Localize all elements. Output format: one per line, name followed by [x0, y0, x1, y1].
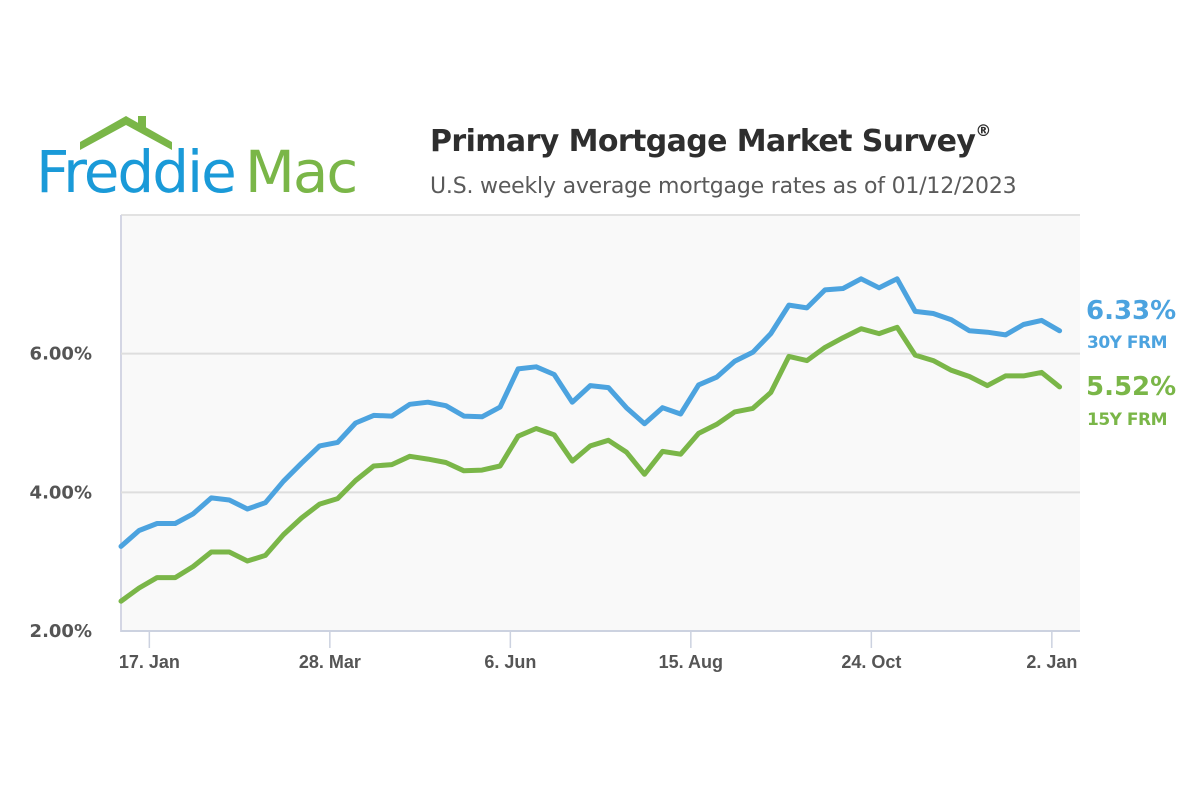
- logo-word-freddie: Freddie: [36, 138, 237, 206]
- series-line-30y-frm: [118, 276, 1063, 549]
- logo-word-mac: Mac: [244, 138, 358, 206]
- x-tick-label: 15. Aug: [659, 652, 723, 672]
- x-tick-label: 6. Jun: [484, 652, 536, 672]
- x-tick-label: 2. Jan: [1026, 652, 1077, 672]
- label-15y-name: 15Y FRM: [1087, 410, 1168, 430]
- x-tick-label: 28. Mar: [299, 652, 361, 672]
- label-15y-value: 5.52%: [1086, 372, 1177, 402]
- x-axis-ticks: 17. Jan 28. Mar 6. Jun 15. Aug 24. Oct 2. Jan: [119, 632, 1077, 672]
- series-lines: [118, 276, 1063, 604]
- plot-area: [121, 215, 1080, 631]
- registered-mark: ®: [975, 121, 991, 140]
- y-tick-label: 2.00%: [30, 621, 92, 642]
- chart-title-text: Primary Mortgage Market Survey: [430, 124, 976, 159]
- x-tick-label: 17. Jan: [119, 652, 180, 672]
- logo-wordmark: Freddie Mac: [36, 138, 358, 206]
- freddie-mac-logo: Freddie Mac: [36, 112, 396, 206]
- y-tick-label: 6.00%: [30, 344, 92, 365]
- y-axis-ticks: 2.00% 4.00% 6.00%: [30, 344, 92, 642]
- gridlines: [121, 352, 1080, 494]
- series-line-15y-frm: [118, 324, 1063, 604]
- y-tick-label: 4.00%: [30, 482, 92, 503]
- label-30y-value: 6.33%: [1086, 296, 1177, 326]
- chart-subtitle: U.S. weekly average mortgage rates as of…: [430, 174, 1017, 199]
- label-30y-name: 30Y FRM: [1087, 333, 1168, 353]
- x-tick-label: 24. Oct: [841, 652, 901, 672]
- chart-title: Primary Mortgage Market Survey®: [430, 121, 991, 159]
- house-roof-icon: [80, 116, 172, 150]
